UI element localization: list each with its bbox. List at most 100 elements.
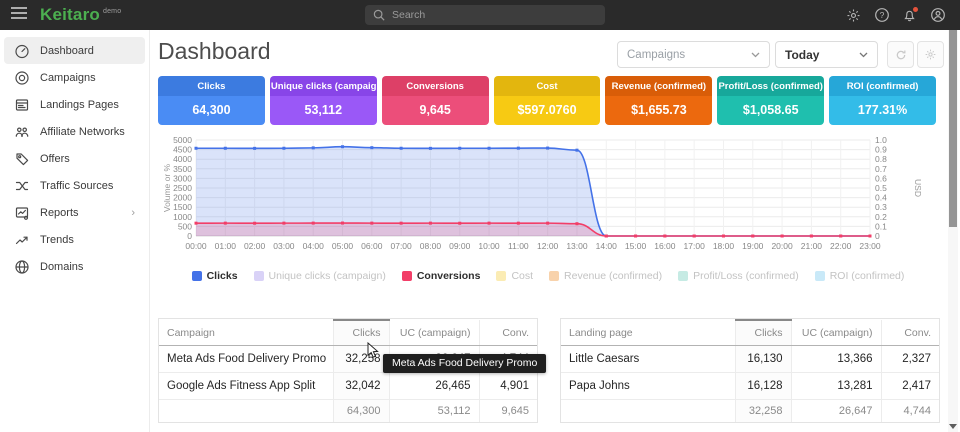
table-row[interactable]: Google Ads Fitness App Split32,04226,465… bbox=[159, 373, 537, 400]
legend-swatch bbox=[192, 271, 202, 281]
table-cell: 13,366 bbox=[791, 346, 881, 373]
sidebar-item-campaigns[interactable]: Campaigns bbox=[4, 64, 145, 91]
gear-icon bbox=[924, 48, 937, 61]
scrollbar-thumb[interactable] bbox=[949, 30, 957, 227]
svg-text:06:00: 06:00 bbox=[361, 241, 383, 251]
sidebar-item-landings-pages[interactable]: Landings Pages bbox=[4, 91, 145, 118]
sidebar-item-label: Trends bbox=[40, 234, 74, 246]
legend-label: Clicks bbox=[207, 270, 238, 282]
sidebar-item-reports[interactable]: Reports › bbox=[4, 199, 145, 226]
chart-legend: Clicks Unique clicks (campaign) Conversion… bbox=[158, 270, 938, 282]
stat-cards-row: Clicks64,300Unique clicks (campaign)53,1… bbox=[158, 76, 936, 125]
legend-item-roi-confirmed[interactable]: ROI (confirmed) bbox=[815, 270, 905, 282]
column-header-campaign[interactable]: Campaign bbox=[159, 320, 333, 346]
svg-text:12:00: 12:00 bbox=[537, 241, 559, 251]
stat-card-cost[interactable]: Cost$597.0760 bbox=[494, 76, 601, 125]
stat-card-roi-confirmed[interactable]: ROI (confirmed)177.31% bbox=[829, 76, 936, 125]
column-header-clicks[interactable]: Clicks bbox=[333, 320, 389, 346]
svg-text:0.4: 0.4 bbox=[875, 193, 887, 203]
brand-badge: demo bbox=[103, 8, 121, 15]
legend-item-revenue-confirmed[interactable]: Revenue (confirmed) bbox=[549, 270, 662, 282]
mouse-cursor bbox=[367, 342, 380, 364]
svg-text:13:00: 13:00 bbox=[566, 241, 588, 251]
gauge-icon bbox=[14, 43, 30, 59]
legend-item-profit-loss-confirmed[interactable]: Profit/Loss (confirmed) bbox=[678, 270, 799, 282]
svg-text:01:00: 01:00 bbox=[215, 241, 237, 251]
chevron-right-icon: › bbox=[131, 207, 135, 219]
campaigns-filter-select[interactable]: Campaigns bbox=[617, 41, 770, 68]
stat-card-revenue-confirmed[interactable]: Revenue (confirmed)$1,655.73 bbox=[605, 76, 712, 125]
trend-icon bbox=[14, 232, 30, 248]
total-cell bbox=[159, 400, 333, 423]
stat-card-value: 9,645 bbox=[382, 96, 489, 125]
svg-text:18:00: 18:00 bbox=[713, 241, 735, 251]
stat-card-unique-clicks-campaign[interactable]: Unique clicks (campaign)53,112 bbox=[270, 76, 377, 125]
topbar-icons: ? bbox=[845, 0, 946, 30]
sidebar-item-trends[interactable]: Trends bbox=[4, 226, 145, 253]
svg-text:04:00: 04:00 bbox=[303, 241, 325, 251]
legend-swatch bbox=[496, 271, 506, 281]
column-header-uc-campaign[interactable]: UC (campaign) bbox=[791, 320, 881, 346]
column-header-uc-campaign[interactable]: UC (campaign) bbox=[389, 320, 479, 346]
refresh-button[interactable] bbox=[887, 41, 914, 68]
stat-card-label: Clicks bbox=[158, 76, 265, 96]
stat-card-label: Revenue (confirmed) bbox=[605, 76, 712, 96]
menu-toggle-icon[interactable] bbox=[11, 6, 27, 24]
settings-gear-icon[interactable] bbox=[845, 7, 862, 24]
sidebar-item-traffic-sources[interactable]: Traffic Sources bbox=[4, 172, 145, 199]
svg-text:23:00: 23:00 bbox=[859, 241, 881, 251]
sidebar-item-offers[interactable]: Offers bbox=[4, 145, 145, 172]
column-header-landing-page[interactable]: Landing page bbox=[561, 320, 735, 346]
legend-label: Revenue (confirmed) bbox=[564, 270, 662, 282]
stat-card-clicks[interactable]: Clicks64,300 bbox=[158, 76, 265, 125]
totals-row: 32,25826,6474,744 bbox=[561, 400, 939, 423]
svg-text:21:00: 21:00 bbox=[801, 241, 823, 251]
column-header-clicks[interactable]: Clicks bbox=[735, 320, 791, 346]
sidebar-item-label: Offers bbox=[40, 153, 70, 165]
stat-card-profit-loss-confirmed[interactable]: Profit/Loss (confirmed)$1,058.65 bbox=[717, 76, 824, 125]
total-cell: 26,647 bbox=[791, 400, 881, 423]
svg-text:0.7: 0.7 bbox=[875, 164, 887, 174]
table-cell: 32,042 bbox=[333, 373, 389, 400]
legend-item-cost[interactable]: Cost bbox=[496, 270, 533, 282]
legend-item-conversions[interactable]: Conversions bbox=[402, 270, 481, 282]
svg-text:1000: 1000 bbox=[173, 212, 192, 222]
svg-text:1500: 1500 bbox=[173, 202, 192, 212]
vertical-scrollbar[interactable] bbox=[948, 30, 958, 432]
sidebar-item-label: Domains bbox=[40, 261, 83, 273]
dashboard-settings-button[interactable] bbox=[917, 41, 944, 68]
column-header-conv[interactable]: Conv. bbox=[881, 320, 939, 346]
svg-text:0.6: 0.6 bbox=[875, 173, 887, 183]
notifications-bell-icon[interactable] bbox=[901, 7, 918, 24]
account-avatar-icon[interactable] bbox=[929, 7, 946, 24]
sidebar-item-label: Campaigns bbox=[40, 72, 96, 84]
table-row[interactable]: Little Caesars16,13013,3662,327 bbox=[561, 346, 939, 373]
svg-text:14:00: 14:00 bbox=[596, 241, 618, 251]
svg-text:0: 0 bbox=[187, 231, 192, 241]
scrollbar-down-arrow[interactable] bbox=[949, 424, 957, 429]
stat-card-value: 64,300 bbox=[158, 96, 265, 125]
legend-label: Unique clicks (campaign) bbox=[269, 270, 386, 282]
stat-card-conversions[interactable]: Conversions9,645 bbox=[382, 76, 489, 125]
date-range-select[interactable]: Today bbox=[775, 41, 878, 68]
sidebar-item-label: Reports bbox=[40, 207, 79, 219]
column-header-conv[interactable]: Conv. bbox=[479, 320, 537, 346]
total-cell bbox=[561, 400, 735, 423]
svg-text:22:00: 22:00 bbox=[830, 241, 852, 251]
svg-text:3000: 3000 bbox=[173, 173, 192, 183]
stat-card-label: Conversions bbox=[382, 76, 489, 96]
legend-item-clicks[interactable]: Clicks bbox=[192, 270, 238, 282]
topbar: Keitarodemo ? bbox=[0, 0, 960, 30]
page-title: Dashboard bbox=[158, 38, 271, 65]
svg-text:0.1: 0.1 bbox=[875, 221, 887, 231]
legend-item-unique-clicks-campaign[interactable]: Unique clicks (campaign) bbox=[254, 270, 386, 282]
brand-logo[interactable]: Keitarodemo bbox=[40, 5, 121, 25]
table-row[interactable]: Papa Johns16,12813,2812,417 bbox=[561, 373, 939, 400]
global-search[interactable] bbox=[365, 5, 605, 25]
help-icon[interactable]: ? bbox=[873, 7, 890, 24]
sidebar-item-dashboard[interactable]: Dashboard bbox=[4, 37, 145, 64]
sidebar-item-affiliate-networks[interactable]: Affiliate Networks bbox=[4, 118, 145, 145]
search-input[interactable] bbox=[392, 9, 582, 21]
sidebar-item-domains[interactable]: Domains bbox=[4, 253, 145, 280]
svg-text:4500: 4500 bbox=[173, 145, 192, 155]
